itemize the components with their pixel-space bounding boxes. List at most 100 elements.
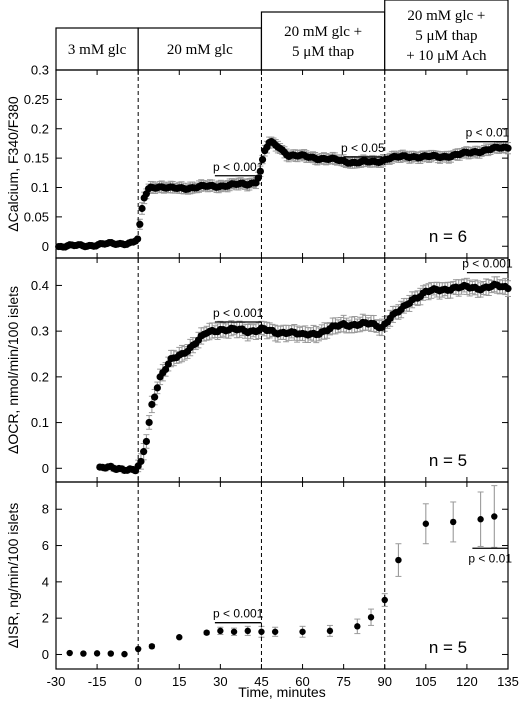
- data-point: [151, 393, 159, 401]
- data-point: [256, 167, 264, 175]
- data-point: [80, 650, 87, 657]
- y-tick-label: 8: [42, 502, 49, 517]
- condition-label: 20 mM glc: [167, 42, 233, 58]
- data-point: [164, 360, 172, 368]
- data-point: [244, 627, 251, 635]
- x-axis: -30 -15 0 15 30 45 60 75 90 105 120 135 Time, minute…: [47, 674, 519, 700]
- y-tick-label: 0.1: [31, 415, 49, 430]
- y-tick-label: 0: [42, 647, 49, 662]
- y-tick-label: 6: [42, 538, 49, 553]
- x-tick-label: 105: [415, 674, 437, 689]
- data-point: [161, 365, 170, 374]
- condition-label: + 10 μM Ach: [406, 48, 487, 64]
- condition-box-1: [55, 27, 139, 71]
- data-point: [230, 628, 238, 635]
- significance-label: p < 0.001: [213, 160, 264, 174]
- x-tick-label: 135: [497, 674, 519, 689]
- data-point: [137, 457, 145, 466]
- x-tick-label: 75: [336, 674, 350, 689]
- data-point: [258, 155, 267, 164]
- condition-label: 5 μM thap: [292, 44, 354, 60]
- series-isr: [66, 485, 498, 658]
- data-point: [140, 448, 148, 456]
- y-tick-label: 0.3: [31, 324, 49, 339]
- data-point: [136, 220, 144, 228]
- data-point: [153, 384, 161, 392]
- data-point: [107, 650, 114, 657]
- sample-size-label: n = 5: [429, 638, 467, 657]
- y-axis-label: ΔOCR, nmol/min/100 islets: [5, 286, 21, 454]
- x-tick-label: 90: [377, 674, 391, 689]
- data-point: [134, 235, 142, 243]
- y-tick-label: 0.2: [31, 121, 49, 136]
- data-point: [145, 418, 153, 427]
- y-tick-label: 4: [42, 574, 49, 589]
- x-tick-label: 30: [213, 674, 227, 689]
- x-tick-label: 15: [172, 674, 186, 689]
- y-axis-label: ΔISR, ng/min/100 islets: [5, 503, 21, 649]
- significance-label: p < 0.001: [213, 607, 264, 621]
- significance-label: p < 0.01: [466, 126, 510, 140]
- data-point: [491, 513, 498, 520]
- data-point: [271, 628, 279, 635]
- condition-box-2: [137, 27, 263, 71]
- data-point: [217, 627, 224, 635]
- x-tick-label: 0: [135, 674, 142, 689]
- significance-label: p < 0.05: [341, 141, 385, 155]
- data-point: [450, 518, 457, 526]
- condition-label: 3 mM glc: [68, 42, 127, 58]
- data-point: [395, 556, 402, 564]
- series-ocr: [96, 276, 512, 475]
- panel-ocr: 0 0.1 0.2 0.3 0.4 ΔOCR, nmol/min/100 islets p …: [5, 257, 513, 483]
- data-point: [504, 144, 512, 152]
- y-tick-label: 0.3: [31, 63, 49, 78]
- y-tick-label: 0: [42, 461, 49, 476]
- panel-isr: 0 2 4 6 8 ΔISR, ng/min/100 islets p < 0.001 p <…: [5, 481, 512, 670]
- y-axis-label: ΔCalcium, F340/F380: [5, 96, 21, 232]
- data-point: [504, 285, 512, 293]
- sample-size-label: n = 5: [429, 451, 467, 470]
- data-point: [422, 520, 430, 527]
- series-calcium: [55, 136, 512, 251]
- panel-calcium: 0 0.05 0.1 0.15 0.2 0.25 0.3 ΔCalcium, F340/F38…: [5, 63, 512, 259]
- data-point: [121, 650, 128, 658]
- significance-label: p < 0.01: [468, 551, 512, 565]
- data-point: [93, 650, 101, 657]
- data-point: [326, 627, 334, 635]
- x-tick-label: 60: [295, 674, 309, 689]
- condition-label: 20 mM glc +: [284, 24, 362, 40]
- condition-header: 3 mM glc 20 mM glc 20 mM glc + 5 μM thap 20 …: [55, 0, 509, 71]
- data-point: [176, 634, 183, 641]
- data-point: [381, 596, 388, 604]
- data-point: [354, 623, 361, 630]
- y-tick-label: 0.4: [31, 278, 49, 293]
- y-tick-label: 0.05: [24, 209, 49, 224]
- x-tick-label: -15: [88, 674, 107, 689]
- condition-box-3: [260, 11, 386, 71]
- data-point: [66, 649, 73, 657]
- x-tick-label: -30: [47, 674, 66, 689]
- data-point: [203, 629, 210, 636]
- y-tick-label: 0.1: [31, 180, 49, 195]
- condition-label: 20 mM glc +: [407, 8, 485, 24]
- y-tick-label: 0: [42, 239, 49, 254]
- data-point: [134, 645, 142, 653]
- condition-boundary-lines: [137, 70, 386, 669]
- x-tick-label: 45: [254, 674, 268, 689]
- data-point: [138, 204, 146, 213]
- significance-label: p < 0.001: [213, 306, 264, 320]
- data-point: [299, 628, 306, 635]
- data-point: [148, 400, 156, 409]
- significance-label: p < 0.001: [462, 257, 513, 271]
- x-tick-label: 120: [456, 674, 478, 689]
- data-point: [148, 643, 156, 650]
- condition-label: 5 μM thap: [415, 28, 477, 44]
- y-tick-label: 0.25: [24, 92, 49, 107]
- panels: 0 0.05 0.1 0.15 0.2 0.25 0.3 ΔCalcium, F340/F38…: [5, 63, 513, 670]
- x-axis-label: Time, minutes: [238, 684, 325, 700]
- data-point: [142, 437, 150, 446]
- sample-size-label: n = 6: [429, 227, 467, 246]
- y-tick-label: 0.2: [31, 369, 49, 384]
- panel-frame: [55, 481, 509, 670]
